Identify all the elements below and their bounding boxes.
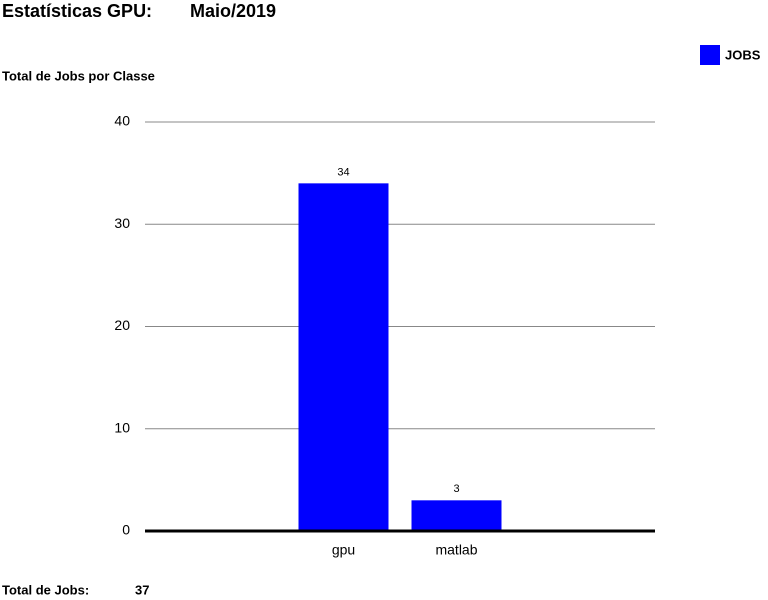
y-tick-label: 20 xyxy=(114,317,130,333)
y-tick-label: 0 xyxy=(122,522,130,538)
footer-value: 37 xyxy=(135,582,149,597)
value-label: 3 xyxy=(453,483,459,495)
legend-label: JOBS xyxy=(725,47,761,62)
x-tick-label: gpu xyxy=(332,542,355,558)
value-label: 34 xyxy=(337,166,349,178)
chart-title: Estatísticas GPU: xyxy=(2,1,152,21)
bar xyxy=(298,183,389,531)
footer-label: Total de Jobs: xyxy=(2,582,89,597)
x-tick-label: matlab xyxy=(435,542,477,558)
bar xyxy=(411,500,502,531)
chart-period: Maio/2019 xyxy=(190,1,276,21)
y-tick-label: 10 xyxy=(114,419,130,435)
chart-subtitle: Total de Jobs por Classe xyxy=(2,68,155,83)
y-tick-label: 30 xyxy=(114,215,130,231)
legend-swatch xyxy=(700,45,720,65)
y-tick-label: 40 xyxy=(114,113,130,129)
